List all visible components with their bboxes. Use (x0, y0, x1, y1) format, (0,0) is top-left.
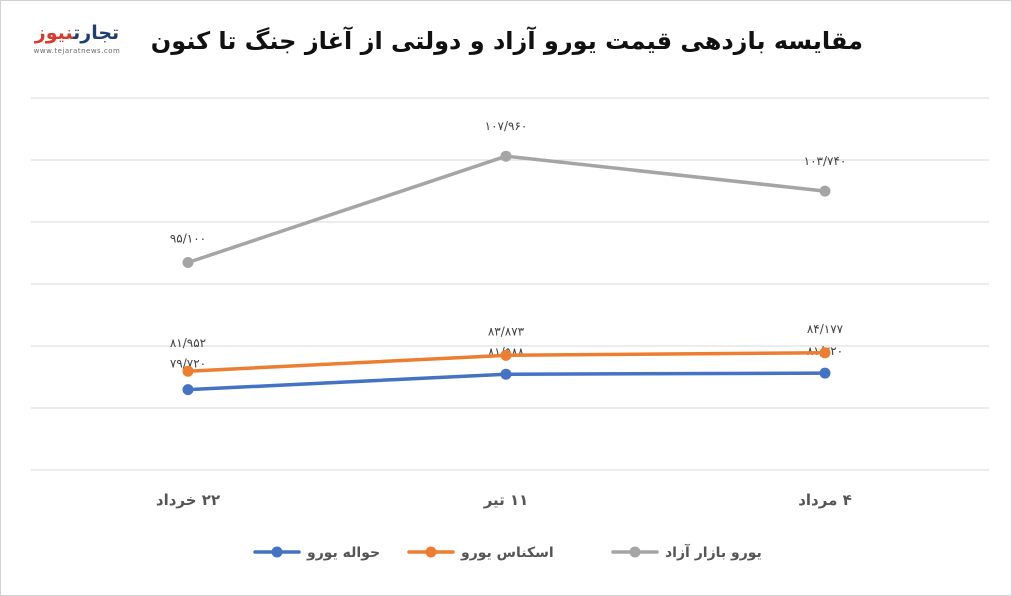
logo-wordmark-part-a: تجارت (73, 22, 120, 44)
logo-url: www.tejaratnews.com (33, 47, 121, 55)
data-point (819, 367, 831, 379)
series-line (186, 154, 827, 265)
data-label: ۸۳/۸۷۳ (488, 324, 525, 338)
data-label: ۱۰۷/۹۶۰ (485, 119, 528, 133)
x-tick-label: ۴ مرداد (798, 491, 852, 509)
data-point (819, 185, 831, 197)
data-label: ۷۹/۷۲۰ (170, 357, 206, 371)
site-logo: تجارتنیوز www.tejaratnews.com (25, 21, 129, 69)
legend-label: یورو بازار آزاد (665, 543, 762, 561)
data-point (500, 150, 512, 162)
x-tick-label: ۲۲ خرداد (156, 491, 220, 509)
data-point (819, 347, 831, 359)
data-label: ۸۴/۱۷۷ (807, 322, 844, 336)
data-label: ۸۱/۹۵۲ (170, 336, 206, 350)
legend-swatch-marker (629, 546, 641, 558)
data-point (182, 384, 194, 396)
data-point (500, 368, 512, 380)
logo-wordmark: تجارتنیوز (25, 21, 129, 45)
legend-swatch-marker (425, 546, 437, 558)
legend-swatch-marker (271, 546, 283, 558)
data-point (500, 349, 512, 361)
data-point (182, 365, 194, 377)
data-label: ۱۰۳/۷۴۰ (804, 154, 847, 168)
x-tick-label: ۱۱ تیر (483, 491, 529, 509)
data-point (182, 257, 194, 269)
legend-label: حواله یورو (306, 545, 380, 561)
data-label: ۹۵/۱۰۰ (170, 232, 206, 246)
chart-title: مقایسه بازدهی قیمت یورو آزاد و دولتی از … (150, 27, 863, 55)
legend-label: اسکناس یورو (460, 545, 554, 561)
logo-wordmark-part-b: نیوز (34, 22, 74, 44)
